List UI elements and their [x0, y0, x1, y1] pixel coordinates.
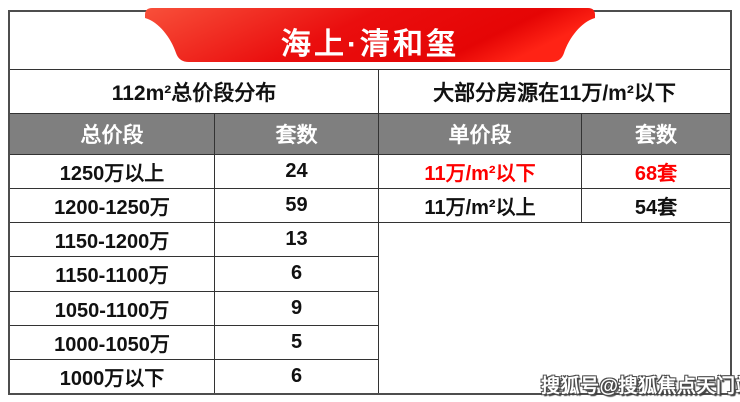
- main-table: 112m²总价段分布 大部分房源在11万/m²以下 总价段 套数 单价段 套数 …: [8, 10, 732, 395]
- right-col-header-price: 单价段: [379, 114, 582, 154]
- left-section-title: 112m²总价段分布: [10, 70, 379, 113]
- unit-count: 5: [290, 330, 303, 353]
- unit-count: 68套: [634, 163, 678, 185]
- table-row: 1000-1050万 5: [10, 325, 378, 360]
- left-col-header-count: 套数: [215, 114, 379, 154]
- price-range: 1250万以上: [10, 155, 215, 189]
- price-range: 1150-1100万: [10, 257, 215, 291]
- unit-count: 59: [285, 194, 308, 217]
- table-row: 1150-1100万 6: [10, 257, 378, 292]
- banner-row-spacer: [10, 12, 730, 70]
- unit-count: 6: [290, 262, 303, 285]
- section-header-row: 112m²总价段分布 大部分房源在11万/m²以下: [10, 70, 730, 114]
- unit-price-table: 11万/m²以下 68套 11万/m²以上 54套: [379, 155, 730, 393]
- right-section-title: 大部分房源在11万/m²以下: [433, 81, 676, 105]
- data-area: 1250万以上 24 1200-1250万 59 1150-1200万 13 1…: [10, 155, 730, 393]
- table-row: 1000万以下 6: [10, 359, 378, 393]
- unit-count: 13: [285, 228, 308, 251]
- price-range: 11万/m²以下: [379, 155, 582, 188]
- right-col-header-count: 套数: [635, 124, 677, 147]
- price-range: 1200-1250万: [10, 189, 215, 223]
- price-range: 11万/m²以上: [379, 189, 582, 222]
- table-row-highlighted: 11万/m²以下 68套: [379, 155, 730, 189]
- table-row: 1250万以上 24: [10, 155, 378, 190]
- table-row: 1050-1100万 9: [10, 291, 378, 326]
- unit-count: 24: [285, 160, 308, 183]
- project-title: 海上·清和玺: [281, 28, 459, 61]
- table-row: 1200-1250万 59: [10, 189, 378, 224]
- unit-count: 54套: [634, 197, 678, 219]
- total-price-table: 1250万以上 24 1200-1250万 59 1150-1200万 13 1…: [10, 155, 379, 393]
- title-banner: 海上·清和玺: [145, 8, 595, 65]
- left-col-header-price: 总价段: [10, 114, 215, 154]
- price-range: 1000-1050万: [10, 325, 215, 359]
- empty-merged-cell: [379, 223, 730, 393]
- column-header-row: 总价段 套数 单价段 套数: [10, 114, 730, 155]
- sohu-watermark: 搜狐号@搜狐焦点天门站: [541, 376, 740, 397]
- table-row: 1150-1200万 13: [10, 223, 378, 258]
- unit-count: 6: [290, 364, 303, 387]
- price-range: 1050-1100万: [10, 291, 215, 325]
- unit-count: 9: [290, 296, 303, 319]
- table-row: 11万/m²以上 54套: [379, 189, 730, 223]
- price-range: 1150-1200万: [10, 223, 215, 257]
- ribbon-shape: [145, 8, 595, 62]
- price-range: 1000万以下: [10, 359, 215, 393]
